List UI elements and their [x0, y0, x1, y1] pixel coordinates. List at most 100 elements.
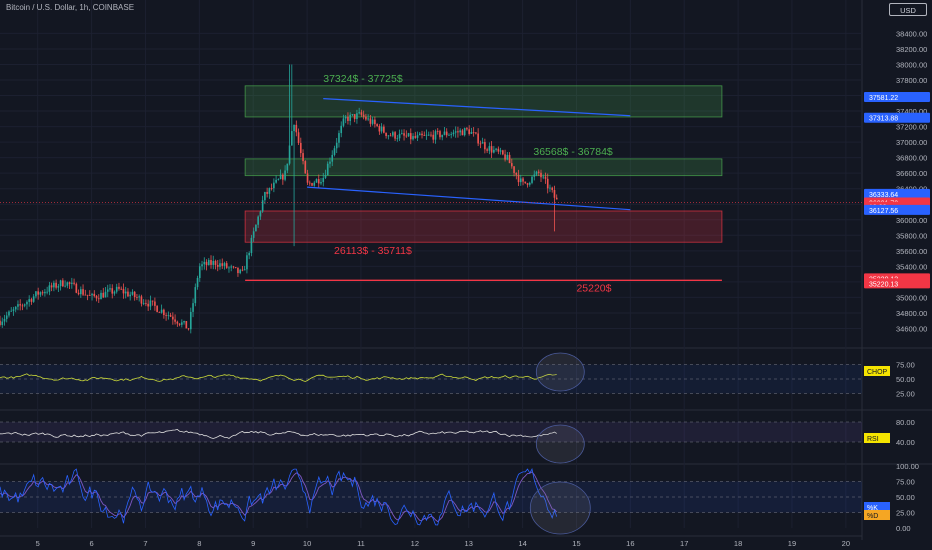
candle-body: [313, 182, 316, 186]
candle-body: [522, 178, 524, 182]
candle-body: [306, 173, 309, 183]
candle-body: [506, 154, 509, 160]
candle-body: [430, 134, 432, 136]
candle-body: [468, 129, 470, 134]
candle-body: [528, 182, 531, 185]
candle-body: [423, 135, 426, 136]
candle-body: [176, 321, 179, 324]
candle-body: [187, 328, 190, 330]
candle-body: [79, 289, 82, 295]
candle-body: [555, 197, 558, 200]
candle-body: [340, 125, 343, 134]
candle-body: [194, 287, 197, 304]
candle-body: [91, 293, 93, 296]
price-tag: [864, 278, 930, 289]
price-tag-label: 36333.64: [869, 192, 898, 199]
candle-body: [17, 304, 19, 307]
candle-body: [44, 291, 46, 294]
time-tick-label: 18: [734, 539, 742, 548]
candle-body: [459, 130, 462, 133]
price-tick-label: 37400.00: [896, 107, 927, 116]
candle-body: [163, 309, 165, 316]
candle-body: [266, 192, 268, 194]
candle-body: [378, 125, 381, 132]
price-tick-label: 38000.00: [896, 60, 927, 69]
candle-body: [454, 131, 457, 133]
candle-body: [486, 149, 488, 151]
candle-body: [434, 131, 437, 140]
candle-body: [57, 286, 60, 288]
zone-bottom: [244, 210, 723, 243]
rsi-label-bg: [864, 433, 890, 443]
candle-body: [517, 174, 520, 183]
time-tick-label: 16: [626, 539, 634, 548]
candle-body: [461, 130, 464, 136]
stoch-highlight-circle: [529, 481, 591, 535]
stoch-tick-label: 75.00: [896, 478, 915, 487]
chop-tick-label: 50.00: [896, 375, 915, 384]
candle-body: [380, 126, 383, 132]
candle-body: [66, 282, 69, 286]
stoch-k-label: %K: [867, 505, 878, 512]
candle-body: [264, 192, 266, 201]
price-tick-label: 37200.00: [896, 123, 927, 132]
candle-body: [499, 150, 502, 152]
candle-body: [5, 315, 8, 319]
candle-body: [232, 266, 235, 268]
currency-button[interactable]: USD: [889, 3, 927, 16]
candle-body: [154, 301, 156, 306]
zone-top-label: 37324$ - 37725$: [323, 73, 403, 85]
candle-body: [246, 255, 248, 270]
chop-label: CHOP: [867, 369, 888, 376]
candle-body: [504, 154, 506, 160]
candle-body: [349, 114, 352, 121]
candle-body: [407, 133, 410, 137]
candle-body: [425, 134, 428, 136]
candle-body: [50, 285, 53, 288]
candle-body: [385, 132, 387, 137]
time-tick-label: 5: [36, 539, 40, 548]
candle-body: [241, 269, 244, 271]
candle-body: [497, 148, 500, 152]
candle-body: [140, 296, 143, 304]
chop-label-bg: [864, 366, 890, 376]
candle-body: [297, 132, 300, 143]
candle-body: [531, 176, 533, 183]
candle-body: [484, 142, 486, 150]
chop-band: [0, 364, 862, 394]
candle-body: [400, 133, 403, 135]
candle-body: [142, 303, 145, 304]
candle-body: [133, 291, 136, 298]
candle-body: [412, 136, 414, 140]
candle-body: [167, 315, 170, 316]
candle-body: [88, 295, 91, 296]
time-tick-label: 17: [680, 539, 688, 548]
candle-body: [228, 267, 230, 269]
candle-body: [457, 131, 459, 133]
candle-body: [48, 285, 51, 292]
candle-body: [219, 263, 221, 267]
candle-body: [481, 142, 484, 144]
candle-body: [95, 296, 98, 299]
candle-body: [510, 163, 513, 167]
candle-body: [234, 267, 237, 268]
candle-body: [392, 132, 394, 136]
candle-body: [115, 286, 118, 292]
rsi-band: [0, 422, 862, 442]
candle-body: [477, 133, 479, 144]
candle-body: [282, 174, 284, 180]
candle-body: [205, 261, 208, 266]
stoch-line: [0, 467, 558, 526]
candle-body: [21, 305, 24, 307]
candle-body: [10, 310, 13, 312]
price-tick-label: 35400.00: [896, 262, 927, 271]
candle-body: [84, 294, 87, 296]
candle-body: [365, 116, 367, 120]
candle-body: [542, 176, 545, 178]
stoch-tick-label: 0.00: [896, 524, 911, 533]
time-tick-label: 8: [197, 539, 201, 548]
stoch-band: [0, 481, 862, 513]
time-tick-label: 9: [251, 539, 255, 548]
candle-body: [286, 163, 289, 171]
